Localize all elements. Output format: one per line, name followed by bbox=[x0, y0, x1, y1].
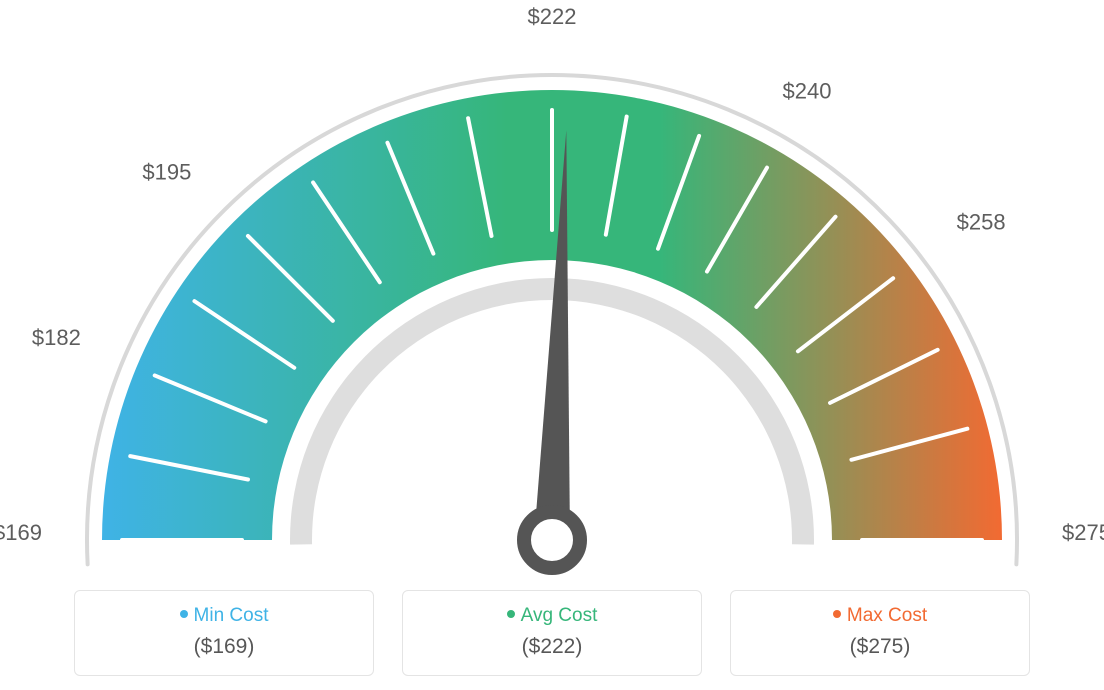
tick-label: $169 bbox=[0, 520, 42, 545]
tick-label: $275 bbox=[1062, 520, 1104, 545]
needle-hub bbox=[524, 512, 580, 568]
legend-avg-label: Avg Cost bbox=[521, 605, 598, 626]
legend-avg-value: ($222) bbox=[421, 635, 683, 659]
legend-min-card: Min Cost ($169) bbox=[74, 590, 374, 676]
legend-max-label: Max Cost bbox=[847, 605, 927, 626]
cost-gauge-chart: { "gauge": { "type": "gauge", "min_value… bbox=[0, 0, 1104, 690]
tick-label: $240 bbox=[783, 78, 832, 103]
tick-label: $182 bbox=[32, 325, 81, 350]
legend-avg-card: Avg Cost ($222) bbox=[402, 590, 702, 676]
tick-label: $195 bbox=[142, 159, 191, 184]
dot-icon bbox=[507, 610, 515, 618]
legend-min-label: Min Cost bbox=[194, 605, 269, 626]
gauge-area: $169 $182 $195 $222 $240 $258 $275 bbox=[0, 0, 1104, 580]
tick-label: $222 bbox=[528, 4, 577, 29]
legend-min-value: ($169) bbox=[93, 635, 355, 659]
dot-icon bbox=[833, 610, 841, 618]
gauge-svg: $169 $182 $195 $222 $240 $258 $275 bbox=[0, 0, 1104, 580]
legend-max-card: Max Cost ($275) bbox=[730, 590, 1030, 676]
legend-max-value: ($275) bbox=[749, 635, 1011, 659]
legend-row: Min Cost ($169) Avg Cost ($222) Max Cost… bbox=[0, 590, 1104, 676]
tick-label: $258 bbox=[957, 210, 1006, 235]
dot-icon bbox=[180, 610, 188, 618]
